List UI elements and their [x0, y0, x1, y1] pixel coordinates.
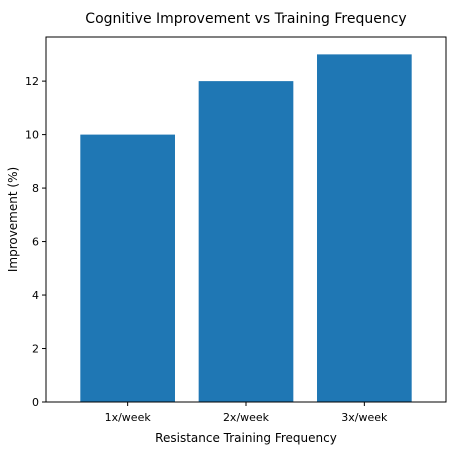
plot-frame	[45, 36, 447, 403]
x-tick-label: 2x/week	[223, 411, 270, 424]
y-axis-label: Improvement (%)	[6, 167, 20, 272]
bar-1x-week	[80, 134, 175, 402]
y-tick-label: 12	[25, 75, 39, 88]
y-tick-label: 10	[25, 129, 39, 142]
x-tick-label: 3x/week	[341, 411, 388, 424]
y-tick-label: 8	[32, 182, 39, 195]
y-tick-label: 2	[32, 343, 39, 356]
x-axis-label: Resistance Training Frequency	[155, 431, 337, 445]
y-tick-label: 0	[32, 396, 39, 409]
y-tick-label: 6	[32, 236, 39, 249]
y-tick-label: 4	[32, 289, 39, 302]
x-axis-ticks: 1x/week 2x/week 3x/week	[105, 402, 388, 424]
bars-group	[80, 54, 412, 402]
chart-title: Cognitive Improvement vs Training Freque…	[85, 11, 406, 27]
x-tick-label: 1x/week	[105, 411, 152, 424]
bar-2x-week	[198, 81, 294, 402]
y-axis-ticks: 0 2 4 6 8 10 12	[25, 75, 46, 409]
bar-3x-week	[317, 54, 412, 402]
